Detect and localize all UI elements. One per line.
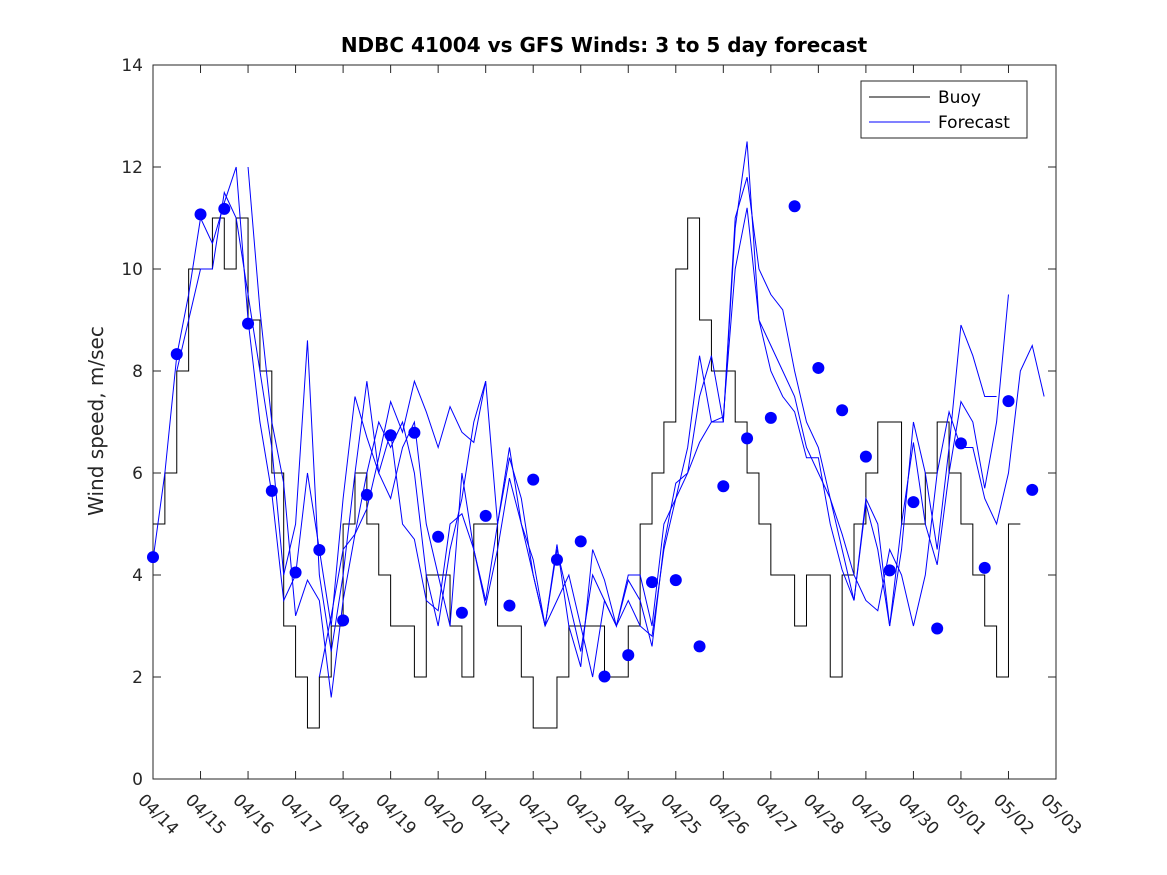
forecast-marker [503,599,516,612]
forecast-series-line-3 [318,177,1045,678]
forecast-series-line-2 [176,141,997,652]
forecast-marker [741,432,754,445]
forecast-marker [883,564,896,577]
forecast-marker [788,200,801,213]
marker-layer [147,200,1039,683]
y-axis-label: Wind speed, m/sec [84,326,108,516]
forecast-marker [289,566,302,579]
forecast-marker [1002,395,1015,408]
y-tick-label: 8 [132,362,143,382]
forecast-marker [550,553,563,566]
forecast-marker [978,561,991,574]
forecast-marker [574,535,587,548]
forecast-marker [764,411,777,424]
legend: Buoy Forecast [860,80,1028,139]
forecast-marker [622,649,635,662]
forecast-marker [218,202,231,215]
forecast-marker [527,473,540,486]
forecast-marker [479,509,492,522]
y-tick-label: 6 [132,464,143,484]
forecast-marker [242,317,255,330]
y-tick-label: 2 [132,668,143,688]
forecast-marker [265,484,278,497]
forecast-marker [717,480,730,493]
forecast-marker [646,576,659,589]
buoy-series-line [153,217,1021,729]
y-tick-label: 12 [121,158,143,178]
forecast-marker [598,670,611,683]
legend-box [860,80,1028,139]
forecast-marker [408,426,421,439]
forecast-marker [693,640,706,653]
forecast-marker [1026,483,1039,496]
forecast-marker [194,208,207,221]
forecast-marker [360,488,373,501]
legend-label-buoy: Buoy [938,88,981,108]
forecast-marker [931,622,944,635]
y-tick-label: 10 [121,260,143,280]
y-tick-label: 4 [132,566,143,586]
forecast-marker [313,544,326,557]
forecast-marker [836,404,849,417]
forecast-marker [669,574,682,587]
forecast-marker [432,530,445,543]
forecast-marker [859,450,872,463]
plot-area: 0246810121404/1404/1504/1604/1704/1804/1… [121,56,1085,839]
forecast-marker [147,551,159,564]
chart-title: NDBC 41004 vs GFS Winds: 3 to 5 day fore… [341,33,868,57]
y-tick-label: 0 [132,770,143,790]
forecast-marker [384,429,397,442]
forecast-marker [907,496,920,509]
forecast-marker [954,437,967,450]
forecast-marker [170,348,183,361]
forecast-marker [337,614,350,627]
forecast-marker [812,361,825,374]
legend-label-forecast: Forecast [938,113,1010,133]
y-tick-label: 14 [121,56,143,76]
forecast-marker [455,606,468,619]
forecast-series-line-4 [247,166,487,698]
